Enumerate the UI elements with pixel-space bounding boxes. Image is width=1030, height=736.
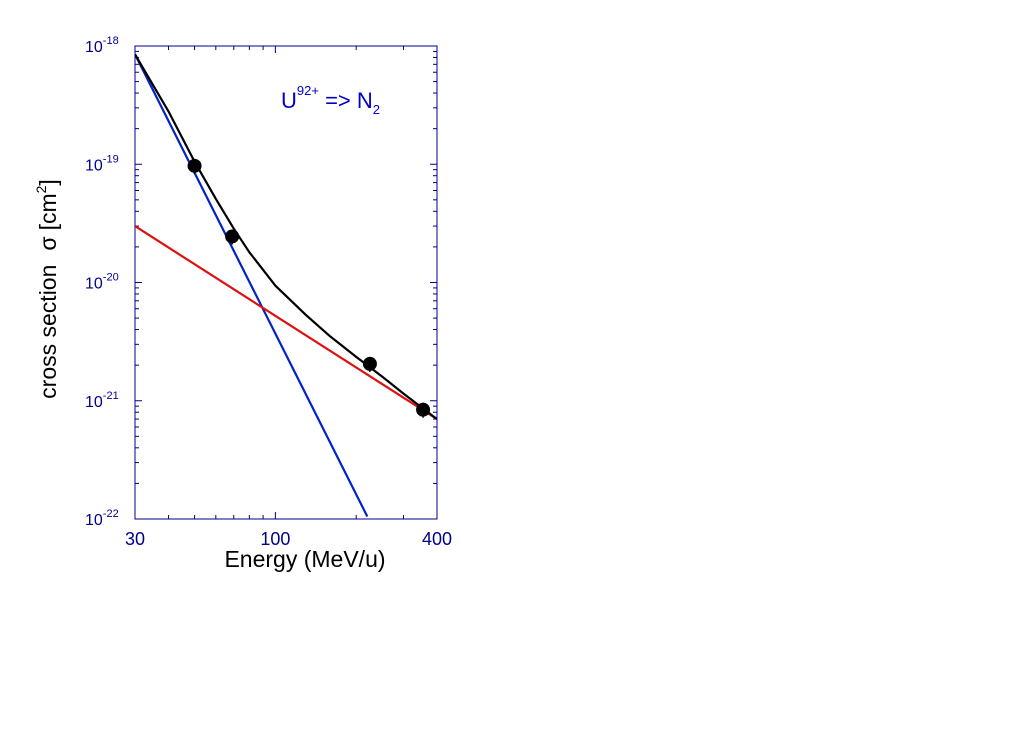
annotation-ion: U	[281, 88, 297, 113]
x-tick-label: 400	[422, 529, 452, 549]
y-tick-label: 10-18	[85, 35, 119, 56]
series-line-2	[135, 225, 437, 421]
series-line-1	[135, 53, 369, 517]
data-point	[187, 158, 202, 173]
data-point	[416, 402, 431, 417]
y-tick-label-exp: -18	[103, 35, 119, 47]
annotation-target: N	[357, 88, 373, 113]
y-tick-label-exp: -19	[103, 153, 119, 165]
annotation-charge: 92+	[297, 83, 319, 98]
annotation-arrow: =>	[319, 88, 357, 113]
y-axis-title-symbol: σ	[35, 236, 61, 250]
x-tick-label: 100	[260, 529, 290, 549]
x-axis-title: Energy (MeV/u)	[224, 546, 385, 572]
annotation-target-sub: 2	[373, 102, 380, 117]
y-tick-label: 10-20	[85, 272, 119, 293]
y-axis-title-unit: [cm	[35, 193, 61, 230]
y-tick-label: 10-22	[85, 508, 119, 529]
y-axis-title-main: cross section	[35, 265, 61, 399]
y-tick-label-exp: -21	[103, 390, 119, 402]
y-tick-label-exp: -22	[103, 508, 119, 520]
y-tick-label-exp: -20	[103, 272, 119, 284]
data-point	[362, 356, 377, 371]
y-tick-label-base: 10	[85, 276, 103, 293]
series-layer	[135, 53, 437, 517]
y-axis-title-unit-close: ]	[35, 179, 61, 185]
y-tick-label-base: 10	[85, 394, 103, 411]
y-tick-label: 10-19	[85, 153, 119, 174]
y-tick-label: 10-21	[85, 390, 119, 411]
reaction-annotation: U92+ => N2	[281, 83, 380, 117]
y-tick-label-base: 10	[85, 512, 103, 529]
y-axis-title-unit-exp: 2	[33, 185, 49, 193]
y-tick-label-base: 10	[85, 39, 103, 56]
axis-ticks	[134, 45, 438, 520]
x-tick-labels: 30 100 400	[125, 529, 452, 549]
plot-frame	[134, 45, 438, 520]
data-points	[187, 158, 431, 418]
y-axis-title: cross section σ [cm2]	[33, 179, 61, 399]
x-tick-label: 30	[125, 529, 145, 549]
data-point	[225, 229, 240, 244]
y-tick-label-base: 10	[85, 157, 103, 174]
